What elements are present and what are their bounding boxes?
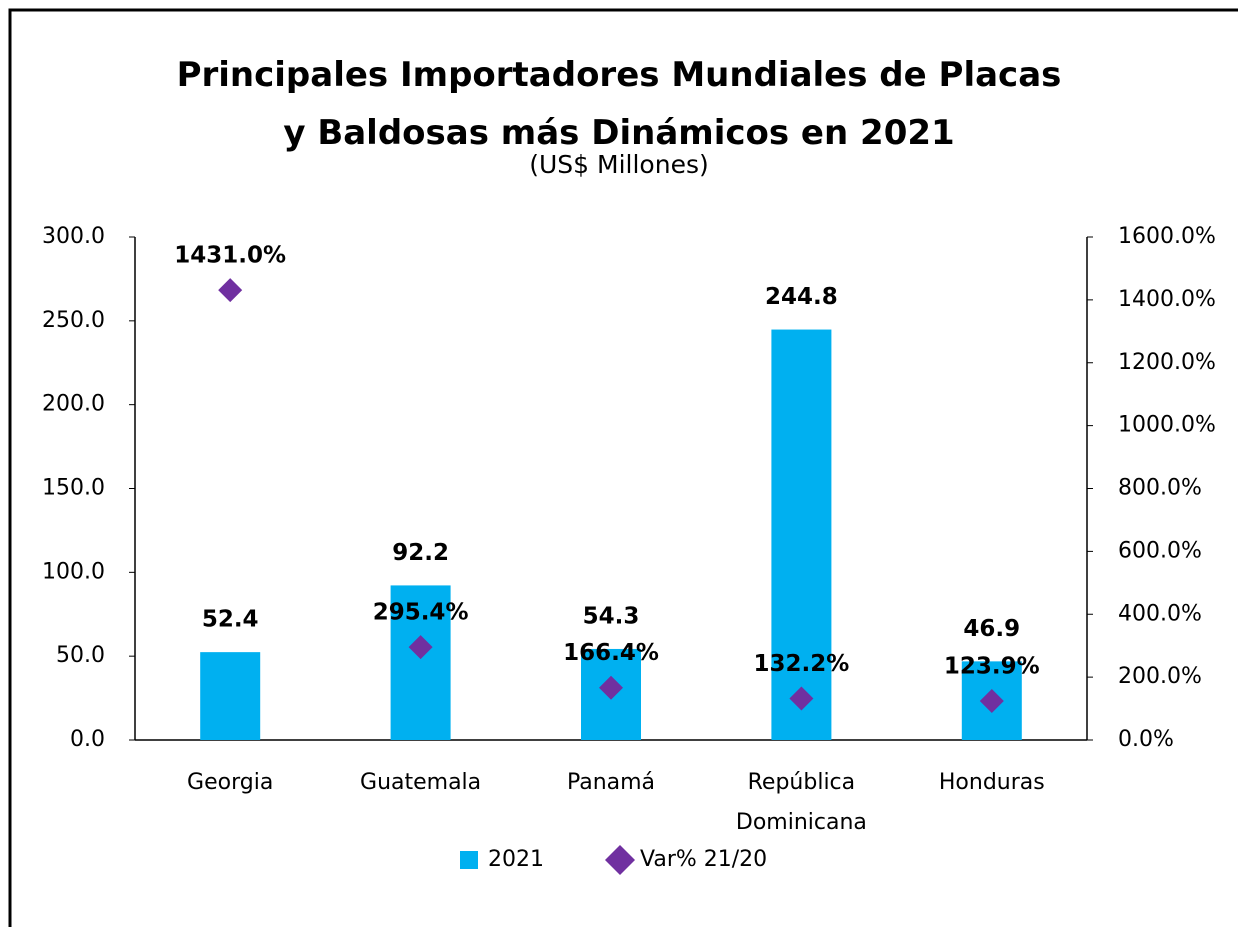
- y-tick-label: 0.0: [70, 727, 105, 752]
- data-label: 52.4: [202, 607, 259, 633]
- data-label: 123.9%: [944, 654, 1040, 680]
- legend-swatch: [460, 851, 478, 869]
- y2-tick-label: 1600.0%: [1118, 224, 1216, 249]
- marker: [789, 686, 814, 711]
- y-tick-label: 300.0: [42, 224, 105, 249]
- y2-tick-label: 200.0%: [1118, 664, 1202, 689]
- chart-subtitle: (US$ Millones): [529, 150, 709, 179]
- y-tick-label: 150.0: [42, 476, 105, 501]
- y2-tick-label: 1000.0%: [1118, 413, 1216, 438]
- marker: [218, 278, 243, 303]
- y2-tick-label: 600.0%: [1118, 538, 1202, 563]
- legend-label: Var% 21/20: [640, 847, 767, 872]
- x-tick-label: Guatemala: [360, 770, 482, 795]
- y2-tick-label: 400.0%: [1118, 601, 1202, 626]
- data-label: 1431.0%: [174, 243, 286, 269]
- legend-label: 2021: [488, 847, 544, 872]
- data-label: 166.4%: [563, 640, 659, 666]
- x-tick-label: Georgia: [187, 770, 274, 795]
- bar: [200, 652, 261, 740]
- marker: [979, 689, 1004, 714]
- data-label: 46.9: [963, 616, 1020, 642]
- bar: [390, 585, 451, 740]
- legend-swatch: [605, 845, 635, 875]
- y2-tick-label: 800.0%: [1118, 476, 1202, 501]
- y2-tick-label: 1200.0%: [1118, 350, 1216, 375]
- marker: [599, 675, 623, 700]
- chart-title: Principales Importadores Mundiales de Pl…: [176, 55, 1062, 153]
- marker: [408, 635, 433, 660]
- x-tick-label: Honduras: [938, 770, 1045, 795]
- y-tick-label: 100.0: [42, 559, 105, 584]
- data-label: 92.2: [392, 540, 449, 566]
- x-tick-label: República Dominicana: [735, 770, 867, 835]
- data-label: 244.8: [765, 284, 838, 310]
- y-tick-label: 250.0: [42, 308, 105, 333]
- y-tick-label: 200.0: [42, 392, 105, 417]
- frame: [8, 8, 1238, 927]
- data-label: 54.3: [583, 603, 640, 629]
- data-label: 295.4%: [373, 600, 469, 626]
- y2-tick-label: 1400.0%: [1118, 287, 1216, 312]
- data-label: 132.2%: [754, 651, 850, 677]
- x-tick-label: Panamá: [566, 770, 656, 795]
- y2-tick-label: 0.0%: [1118, 727, 1174, 752]
- bar: [771, 329, 832, 740]
- y-tick-label: 50.0: [56, 643, 105, 668]
